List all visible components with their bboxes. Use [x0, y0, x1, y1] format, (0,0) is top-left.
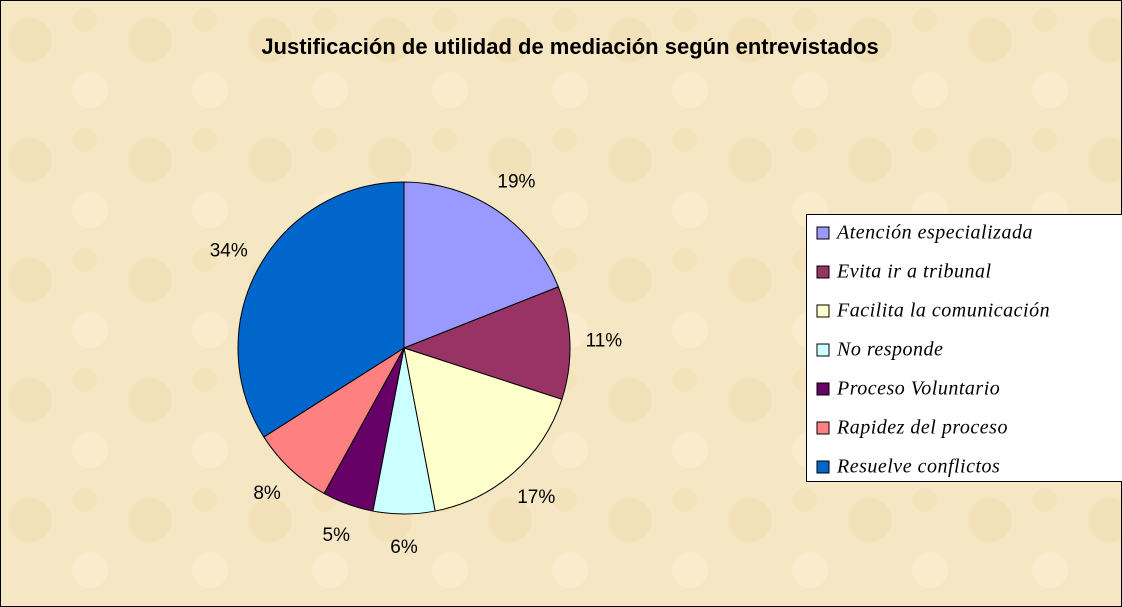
data-label: 11%	[586, 331, 623, 352]
pie-slice	[403, 347, 563, 512]
pie: 19% 11% 17% 6% 5% 8% 34%	[210, 172, 623, 558]
pie-slice	[402, 286, 571, 400]
legend-swatch	[816, 265, 830, 279]
data-label: 5%	[323, 525, 351, 546]
legend-label: Atención especializada	[835, 222, 1033, 244]
legend-label: Proceso Voluntario	[836, 378, 1000, 400]
legend-label: No responde	[836, 339, 943, 361]
data-label: 6%	[390, 537, 418, 558]
legend-label: Facilita la comunicación	[836, 300, 1050, 322]
legend-swatch	[816, 226, 830, 240]
legend-swatch	[816, 382, 830, 396]
data-label: 8%	[253, 483, 281, 504]
legend-swatch	[816, 343, 830, 357]
legend-swatch	[816, 304, 830, 318]
legend-box	[806, 214, 1122, 482]
legend-swatch	[816, 460, 830, 474]
legend-label: Rapidez del proceso	[836, 417, 1008, 439]
data-label: 19%	[497, 172, 535, 193]
legend-swatch	[816, 421, 830, 435]
data-label: 34%	[210, 241, 248, 262]
legend-label: Resuelve conflictos	[836, 456, 1000, 478]
legend-label: Evita ir a tribunal	[836, 261, 992, 283]
pie-slice	[237, 181, 405, 438]
pie-slice	[403, 181, 559, 349]
data-label: 17%	[517, 487, 555, 508]
chart-title: Justificación de utilidad de mediación s…	[261, 34, 878, 59]
legend: Atención especializada Evita ir a tribuna…	[806, 214, 1122, 482]
